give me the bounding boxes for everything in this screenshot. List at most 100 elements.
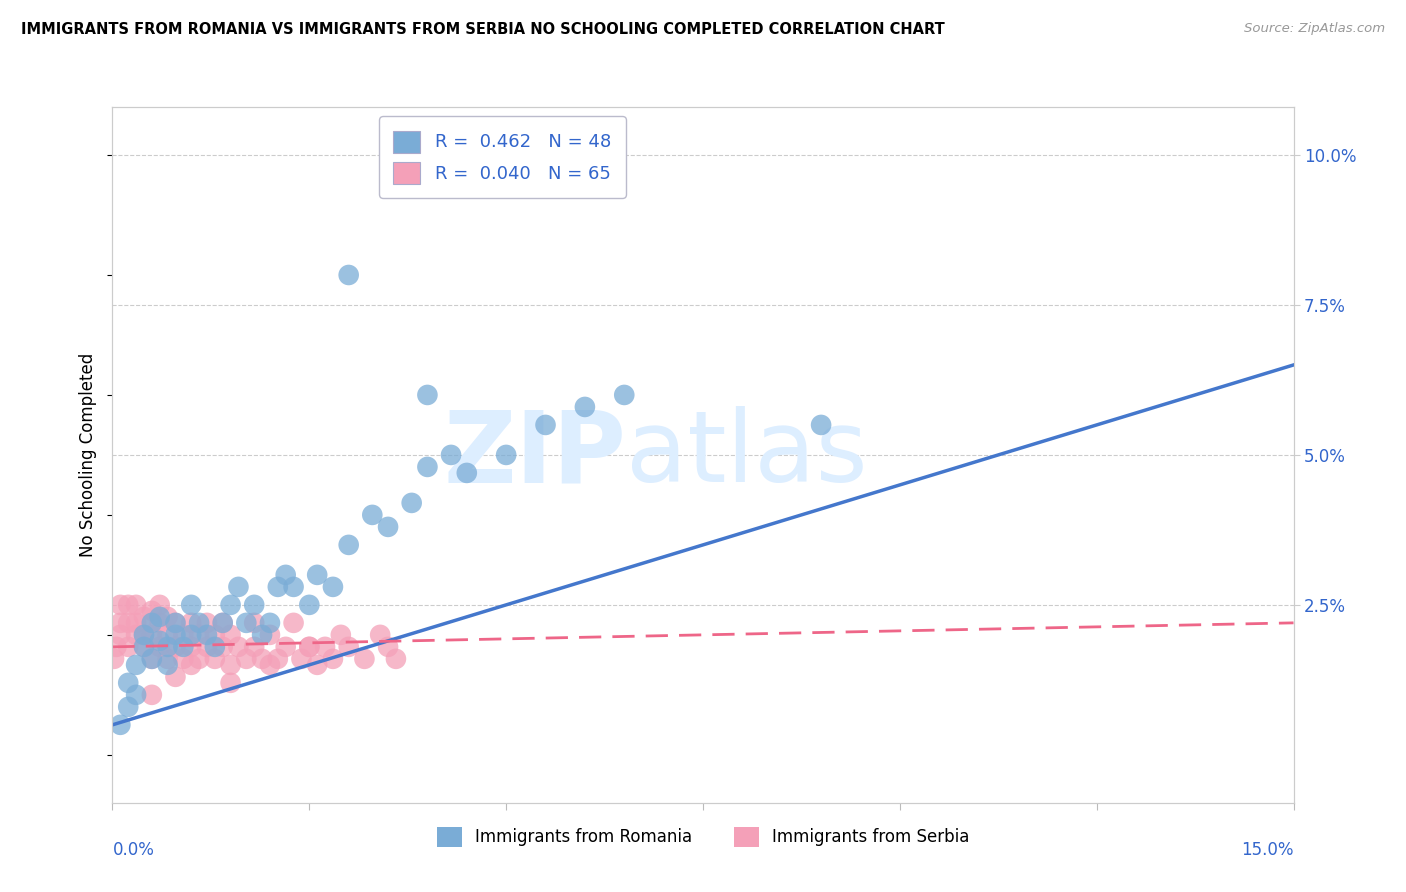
Point <box>165 615 187 630</box>
Point <box>377 520 399 534</box>
Point <box>195 640 218 654</box>
Point <box>188 652 211 666</box>
Point <box>322 652 344 666</box>
Point <box>110 598 132 612</box>
Point <box>385 652 408 666</box>
Point <box>204 652 226 666</box>
Point <box>149 640 172 654</box>
Point <box>219 676 242 690</box>
Point <box>165 670 187 684</box>
Text: ZIP: ZIP <box>443 407 626 503</box>
Point <box>180 615 202 630</box>
Point <box>117 676 139 690</box>
Point <box>172 652 194 666</box>
Point <box>298 640 321 654</box>
Point <box>235 652 257 666</box>
Point <box>574 400 596 414</box>
Point <box>117 640 139 654</box>
Point <box>307 567 329 582</box>
Point <box>132 640 155 654</box>
Point <box>156 610 179 624</box>
Point <box>361 508 384 522</box>
Point <box>353 652 375 666</box>
Point <box>105 640 128 654</box>
Point <box>180 657 202 672</box>
Point <box>267 580 290 594</box>
Point <box>204 640 226 654</box>
Point <box>810 417 832 432</box>
Point <box>322 580 344 594</box>
Point <box>132 640 155 654</box>
Text: Source: ZipAtlas.com: Source: ZipAtlas.com <box>1244 22 1385 36</box>
Point <box>149 615 172 630</box>
Point <box>195 628 218 642</box>
Point <box>211 615 233 630</box>
Point <box>228 580 250 594</box>
Point <box>228 640 250 654</box>
Point <box>401 496 423 510</box>
Point <box>156 652 179 666</box>
Point <box>211 640 233 654</box>
Point <box>180 598 202 612</box>
Point <box>290 652 312 666</box>
Point <box>117 598 139 612</box>
Point <box>274 567 297 582</box>
Point <box>103 652 125 666</box>
Point <box>188 628 211 642</box>
Point <box>141 688 163 702</box>
Point <box>110 628 132 642</box>
Point <box>416 388 439 402</box>
Point <box>180 628 202 642</box>
Text: 15.0%: 15.0% <box>1241 841 1294 859</box>
Point <box>267 652 290 666</box>
Text: IMMIGRANTS FROM ROMANIA VS IMMIGRANTS FROM SERBIA NO SCHOOLING COMPLETED CORRELA: IMMIGRANTS FROM ROMANIA VS IMMIGRANTS FR… <box>21 22 945 37</box>
Point <box>259 628 281 642</box>
Point <box>172 640 194 654</box>
Point <box>180 640 202 654</box>
Point <box>110 718 132 732</box>
Point <box>149 633 172 648</box>
Point <box>495 448 517 462</box>
Point <box>132 628 155 642</box>
Point <box>329 628 352 642</box>
Point <box>243 598 266 612</box>
Point <box>117 615 139 630</box>
Point <box>165 628 187 642</box>
Point <box>219 657 242 672</box>
Point <box>141 615 163 630</box>
Point <box>125 615 148 630</box>
Point <box>141 652 163 666</box>
Point <box>613 388 636 402</box>
Point <box>274 640 297 654</box>
Point <box>440 448 463 462</box>
Point <box>219 598 242 612</box>
Point <box>156 657 179 672</box>
Point <box>283 615 305 630</box>
Point <box>298 598 321 612</box>
Text: atlas: atlas <box>626 407 868 503</box>
Point <box>243 615 266 630</box>
Point <box>259 657 281 672</box>
Point <box>117 699 139 714</box>
Point <box>219 628 242 642</box>
Point <box>243 640 266 654</box>
Point <box>141 604 163 618</box>
Point <box>149 610 172 624</box>
Point <box>156 628 179 642</box>
Point <box>188 615 211 630</box>
Point <box>259 615 281 630</box>
Point <box>125 628 148 642</box>
Point <box>141 652 163 666</box>
Point <box>337 538 360 552</box>
Point <box>110 615 132 630</box>
Point <box>337 640 360 654</box>
Text: 0.0%: 0.0% <box>112 841 155 859</box>
Point <box>298 640 321 654</box>
Point <box>125 688 148 702</box>
Point <box>211 615 233 630</box>
Point <box>377 640 399 654</box>
Point <box>132 628 155 642</box>
Point <box>250 652 273 666</box>
Point <box>456 466 478 480</box>
Point <box>156 640 179 654</box>
